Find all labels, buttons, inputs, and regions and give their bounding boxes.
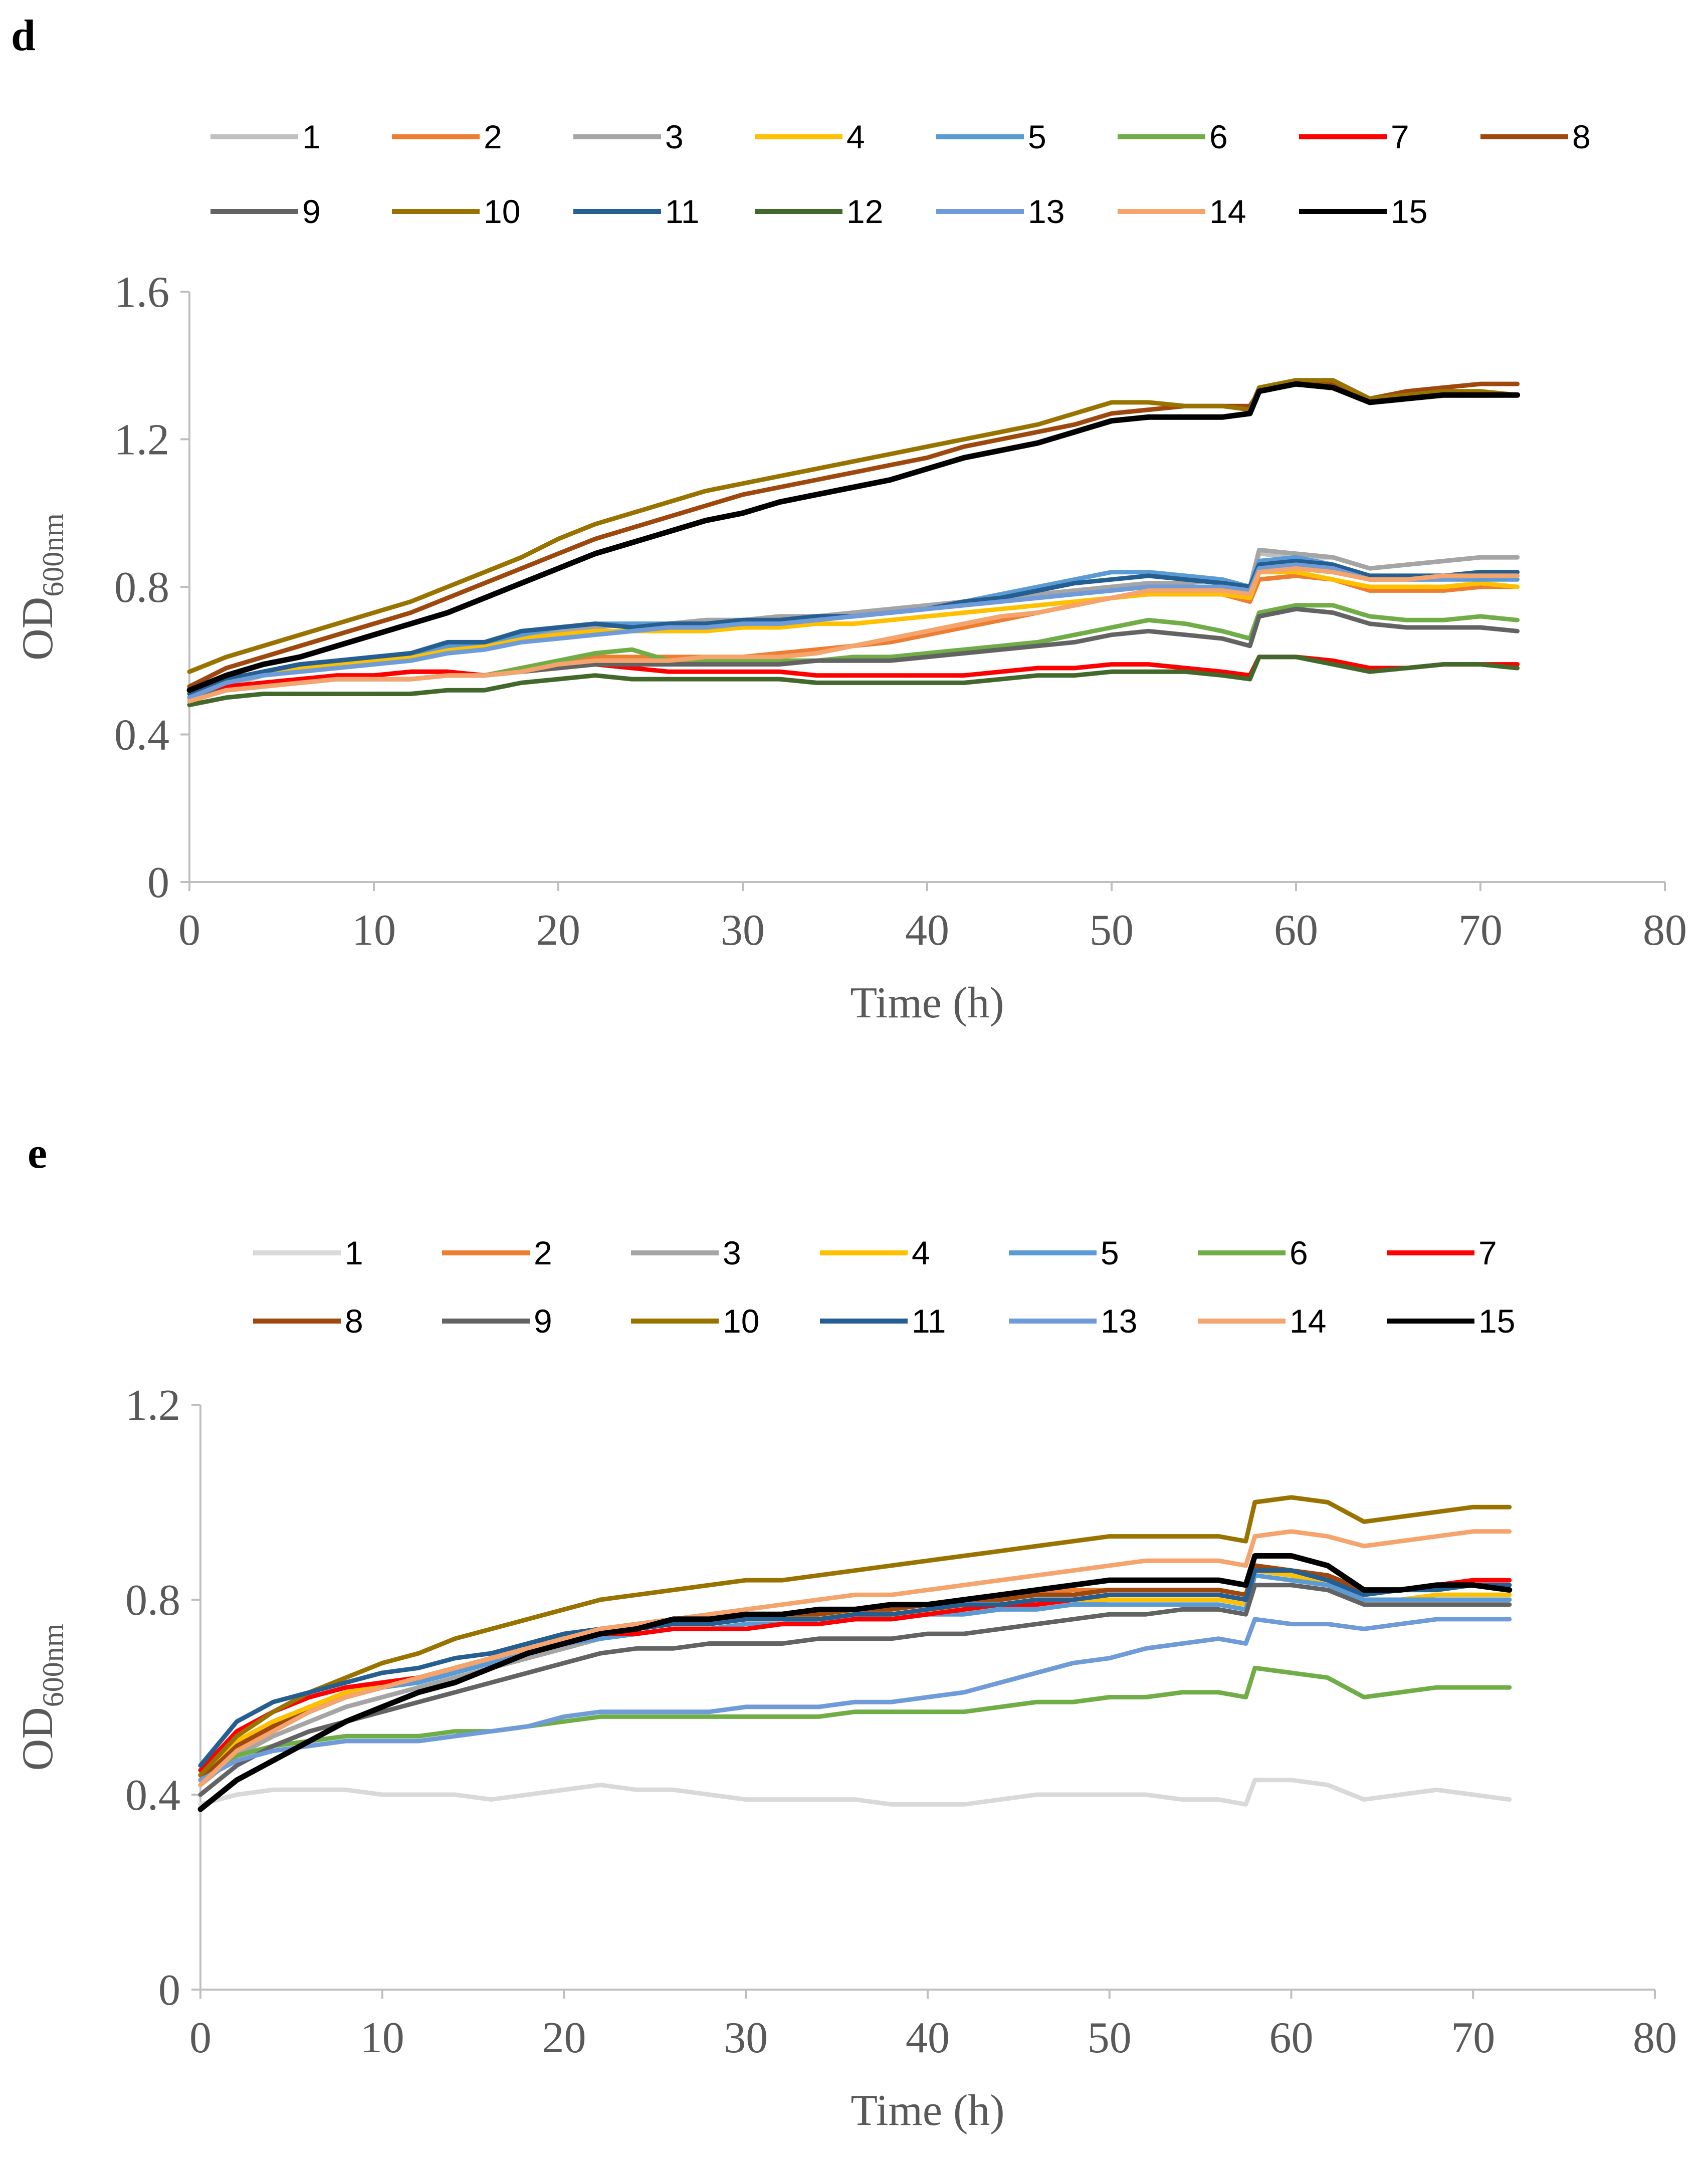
series-line-1 (198, 1778, 1512, 1807)
x-tick-label: 80 (1633, 2014, 1677, 2062)
series-line-15 (197, 1553, 1513, 1812)
series-line-10 (198, 1495, 1512, 1778)
y-tick-label: 1.2 (114, 416, 169, 465)
legend-label-1: 1 (345, 1234, 363, 1271)
y-axis-title: OD600nm (14, 1624, 70, 1771)
legend-label-13: 13 (1101, 1303, 1137, 1340)
y-axis-title-subscript: 600nm (37, 1624, 70, 1707)
x-axis-title: Time (h) (850, 979, 1004, 1027)
legend-label-8: 8 (345, 1303, 363, 1340)
legend-label-3: 3 (665, 118, 684, 155)
x-tick-label: 80 (1643, 906, 1687, 955)
y-tick-label: 1.6 (114, 268, 169, 317)
y-tick-label: 1.2 (125, 1381, 180, 1430)
y-axis-title: OD600nm (14, 513, 70, 661)
legend-label-4: 4 (912, 1234, 930, 1271)
legend-label-11: 11 (665, 193, 700, 230)
legend-label-7: 7 (1391, 118, 1409, 155)
series-line-6 (198, 1665, 1512, 1778)
legend-label-12: 12 (846, 193, 883, 230)
legend-label-15: 15 (1391, 193, 1427, 230)
legend-label-11: 11 (912, 1303, 946, 1340)
legend-label-9: 9 (534, 1303, 552, 1340)
x-tick-label: 70 (1451, 2014, 1495, 2062)
y-tick-label: 0.8 (125, 1576, 180, 1625)
legend-label-10: 10 (484, 193, 520, 230)
series-line-11 (198, 1568, 1512, 1768)
legend-label-14: 14 (1209, 193, 1246, 230)
x-tick-label: 20 (542, 2014, 586, 2062)
y-axis-title-main: OD (14, 597, 62, 661)
x-tick-label: 50 (1088, 2014, 1132, 2062)
series-line-14 (187, 566, 1520, 704)
y-tick-label: 0 (158, 1966, 180, 2015)
legend-label-3: 3 (723, 1234, 741, 1271)
chart-panel-e: e 1 2 3 4 5 6 7 8 9 10 11 13 14 15 0 0.4 0.8 1.2 0 10 20 30 40 5… (14, 1129, 1677, 2135)
panel-letter: e (28, 1129, 47, 1178)
series-line-9 (198, 1583, 1512, 1797)
x-tick-label: 60 (1274, 906, 1318, 955)
y-tick-label: 0.4 (114, 711, 169, 760)
legend-label-9: 9 (302, 193, 321, 230)
y-tick-label: 0 (147, 858, 169, 907)
y-axis-title-subscript: 600nm (37, 513, 70, 597)
legend-label-4: 4 (846, 118, 865, 155)
x-tick-label: 60 (1269, 2014, 1314, 2062)
legend-label-6: 6 (1290, 1234, 1308, 1271)
legend-label-2: 2 (484, 118, 502, 155)
x-tick-label: 40 (906, 2014, 950, 2062)
series-line-13 (198, 1617, 1512, 1783)
legend-label-5: 5 (1028, 118, 1046, 155)
x-tick-label: 0 (189, 2014, 211, 2062)
series-line-15 (186, 381, 1521, 693)
y-axis-title-main: OD (14, 1707, 62, 1771)
legend: 1 2 3 4 5 6 7 89 10 11 12 13 14 15 (210, 118, 1591, 230)
legend-label-15: 15 (1478, 1303, 1515, 1340)
x-tick-label: 40 (905, 906, 949, 955)
series-line-10 (187, 378, 1520, 674)
y-tick-label: 0.4 (125, 1771, 180, 1820)
series-line-4 (187, 570, 1520, 700)
x-axis-title: Time (h) (850, 2086, 1004, 2135)
x-tick-label: 0 (178, 906, 200, 955)
series-line-14 (198, 1529, 1512, 1788)
legend-label-13: 13 (1028, 193, 1064, 230)
legend-label-14: 14 (1290, 1303, 1326, 1340)
legend-label-6: 6 (1209, 118, 1228, 155)
panel-letter: d (11, 12, 36, 60)
legend: 1 2 3 4 5 6 7 8 9 10 11 13 14 15 (253, 1234, 1515, 1340)
y-tick-label: 0.8 (114, 563, 169, 612)
x-tick-label: 10 (352, 906, 396, 955)
legend-label-5: 5 (1101, 1234, 1119, 1271)
series-line-12 (187, 655, 1520, 708)
legend-label-10: 10 (723, 1303, 759, 1340)
x-tick-label: 30 (724, 2014, 768, 2062)
legend-label-2: 2 (534, 1234, 552, 1271)
legend-label-1: 1 (302, 118, 321, 155)
series-lines (186, 378, 1521, 708)
x-tick-label: 50 (1090, 906, 1134, 955)
x-tick-label: 30 (721, 906, 765, 955)
series-line-13 (187, 562, 1520, 700)
series-lines (197, 1495, 1513, 1812)
legend-label-8: 8 (1572, 118, 1591, 155)
legend-label-7: 7 (1478, 1234, 1497, 1271)
x-tick-label: 20 (536, 906, 580, 955)
x-tick-label: 70 (1458, 906, 1503, 955)
x-tick-label: 10 (360, 2014, 404, 2062)
